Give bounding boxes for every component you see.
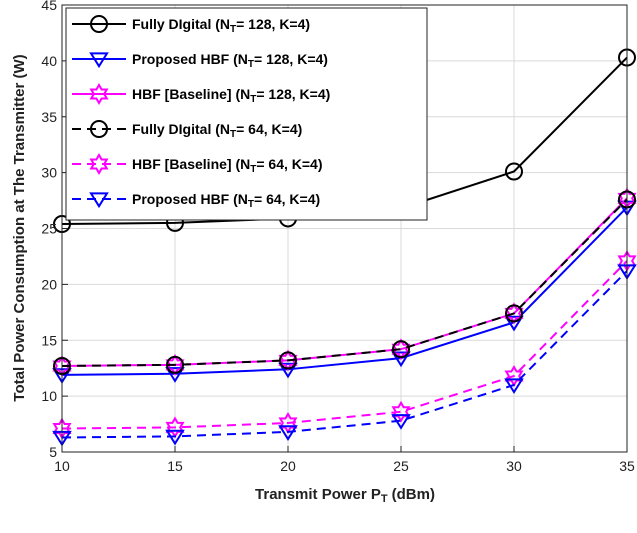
x-tick-label: 15 (167, 458, 183, 474)
x-axis-label-sub: T (381, 493, 388, 505)
x-axis-label: Transmit Power PT (dBm) (255, 486, 435, 505)
legend-label: Proposed HBF (NT= 64, K=4) (132, 191, 320, 210)
y-tick-label: 15 (41, 332, 57, 348)
legend-entry: Fully DIgital (NT= 64, K=4) (72, 120, 302, 140)
legend-marker (89, 83, 109, 105)
legend-entry: Fully DIgital (NT= 128, K=4) (72, 15, 310, 35)
y-tick-label: 5 (49, 444, 57, 460)
series-line (61, 270, 628, 439)
legend-marker (89, 192, 109, 209)
legend-label: HBF [Baseline] (NT= 128, K=4) (132, 86, 330, 105)
data-point-marker (165, 367, 185, 383)
data-point-marker (505, 304, 523, 323)
y-tick-label: 25 (41, 221, 57, 237)
series-layer (52, 48, 637, 447)
data-point-marker (279, 351, 297, 370)
data-point-marker (504, 378, 524, 395)
legend-marker (89, 52, 109, 69)
data-point-marker (278, 425, 298, 441)
data-point-marker (392, 340, 410, 359)
legend-label: Proposed HBF (NT= 128, K=4) (132, 51, 328, 70)
series-5 (52, 249, 637, 440)
legend: Fully DIgital (NT= 128, K=4) Proposed HBF… (65, 7, 428, 221)
x-tick-label: 30 (506, 458, 522, 474)
data-point-marker (391, 414, 411, 430)
legend-entry: Proposed HBF (NT= 128, K=4) (72, 51, 328, 70)
series-6 (52, 264, 637, 447)
y-tick-label: 40 (41, 53, 57, 69)
y-tick-label: 30 (41, 165, 57, 181)
data-point-marker (505, 162, 523, 181)
legend-label: Fully DIgital (NT= 64, K=4) (132, 121, 302, 140)
x-tick-label: 20 (280, 458, 296, 474)
data-point-marker (391, 400, 411, 423)
legend-entry: HBF [Baseline] (NT= 128, K=4) (72, 83, 330, 105)
x-tick-label: 10 (54, 458, 70, 474)
data-point-marker (391, 351, 411, 368)
x-tick-label: 25 (393, 458, 409, 474)
legend-marker (90, 15, 108, 33)
y-tick-label: 20 (41, 276, 57, 292)
y-tick-label: 35 (41, 109, 57, 125)
data-point-marker (166, 355, 184, 374)
legend-marker (89, 153, 109, 175)
series-line (61, 206, 628, 376)
data-point-marker (165, 429, 185, 446)
x-tick-label: 35 (619, 458, 635, 474)
y-axis-label: Total Power Consumption at The Transmitt… (11, 54, 28, 401)
legend-entry: HBF [Baseline] (NT= 64, K=4) (72, 153, 323, 175)
series-2 (52, 200, 637, 384)
series-line (61, 198, 628, 367)
legend-marker (90, 120, 108, 138)
series-line (61, 260, 628, 430)
legend-entry: Proposed HBF (NT= 64, K=4) (72, 191, 320, 210)
legend-box (65, 7, 428, 221)
data-point-marker (278, 362, 298, 379)
y-tick-label: 45 (41, 0, 57, 13)
data-point-marker (504, 315, 524, 332)
legend-label: HBF [Baseline] (NT= 64, K=4) (132, 156, 323, 175)
y-tick-label: 10 (41, 388, 57, 404)
legend-label: Fully DIgital (NT= 128, K=4) (132, 16, 310, 35)
